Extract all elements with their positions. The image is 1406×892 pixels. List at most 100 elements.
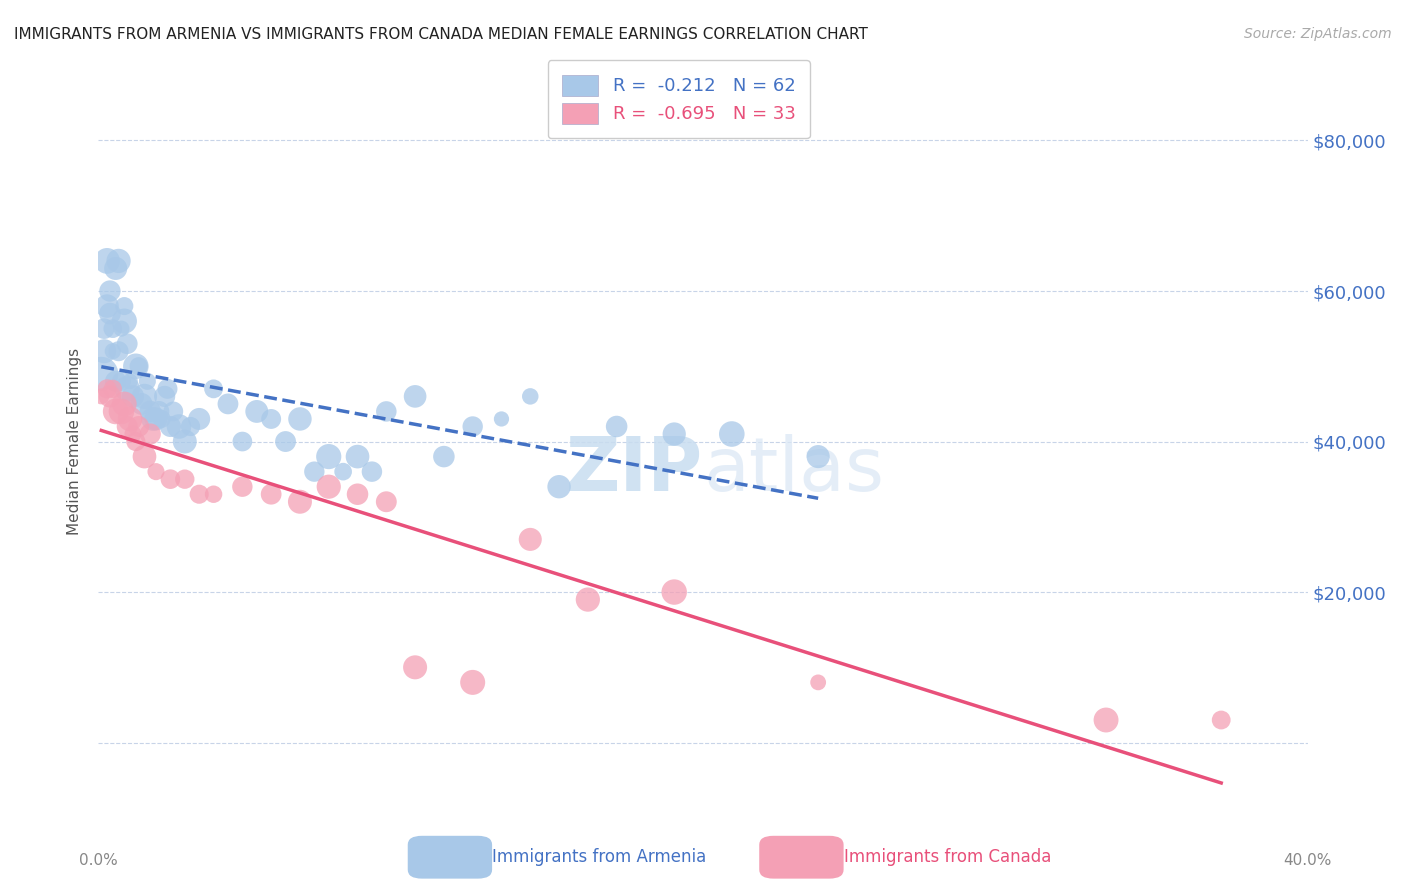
Point (318, 480, 340, 494)
Point (122, 389, 145, 403)
Point (404, 660, 426, 674)
Text: ZIP: ZIP (565, 434, 703, 507)
Point (115, 419, 138, 434)
Point (115, 336, 138, 351)
Point (167, 419, 190, 434)
Point (101, 321, 124, 335)
Point (134, 389, 156, 403)
Point (104, 404, 127, 418)
Point (260, 487, 283, 501)
Text: 40.0%: 40.0% (1284, 854, 1331, 869)
Point (231, 480, 253, 494)
Point (807, 450, 830, 464)
Point (304, 465, 326, 479)
Text: atlas: atlas (703, 434, 884, 507)
Point (274, 434, 297, 449)
Point (159, 419, 181, 434)
Point (202, 382, 225, 396)
Point (332, 465, 354, 479)
Legend: R =  -0.212   N = 62, R =  -0.695   N = 33: R = -0.212 N = 62, R = -0.695 N = 33 (548, 61, 810, 138)
Point (90, 389, 112, 403)
Point (180, 419, 202, 434)
Point (107, 344, 129, 359)
Point (188, 412, 211, 426)
Point (346, 450, 368, 464)
Point (433, 450, 456, 464)
Point (122, 427, 145, 442)
Point (98, 284, 121, 298)
Point (93, 344, 115, 359)
Point (134, 450, 156, 464)
Point (217, 397, 239, 411)
Point (101, 344, 124, 359)
Point (288, 494, 311, 508)
Point (145, 412, 167, 426)
Point (361, 465, 384, 479)
Point (519, 533, 541, 547)
Point (156, 382, 179, 396)
Text: 0.0%: 0.0% (79, 854, 118, 869)
Point (375, 494, 398, 508)
Point (96, 382, 118, 396)
Point (142, 412, 165, 426)
Point (128, 359, 150, 374)
Text: IMMIGRANTS FROM ARMENIA VS IMMIGRANTS FROM CANADA MEDIAN FEMALE EARNINGS CORRELA: IMMIGRANTS FROM ARMENIA VS IMMIGRANTS FR… (14, 27, 868, 42)
Point (288, 412, 311, 426)
Point (139, 404, 162, 418)
Point (404, 389, 426, 403)
Point (1095, 713, 1118, 727)
Point (664, 585, 686, 599)
Point (110, 321, 132, 335)
Point (519, 389, 541, 403)
Point (664, 427, 686, 442)
Point (807, 675, 830, 690)
Point (110, 375, 132, 389)
Point (112, 299, 135, 313)
Point (491, 412, 513, 426)
Point (112, 397, 135, 411)
Point (128, 419, 150, 434)
Point (98, 389, 121, 403)
Point (461, 675, 484, 690)
Point (173, 434, 195, 449)
Point (162, 404, 184, 418)
Point (104, 261, 127, 276)
Text: Immigrants from Armenia: Immigrants from Armenia (492, 848, 706, 866)
Point (120, 412, 142, 426)
Point (173, 472, 195, 486)
Point (145, 465, 167, 479)
Point (606, 419, 628, 434)
Point (125, 359, 148, 374)
Text: Source: ZipAtlas.com: Source: ZipAtlas.com (1244, 27, 1392, 41)
Point (576, 592, 599, 607)
Point (260, 412, 283, 426)
Point (1211, 713, 1233, 727)
Point (98, 307, 121, 321)
Point (110, 404, 132, 418)
Point (115, 382, 138, 396)
Point (461, 419, 484, 434)
Y-axis label: Median Female Earnings: Median Female Earnings (67, 348, 83, 535)
Point (153, 389, 176, 403)
Point (150, 412, 173, 426)
Point (231, 434, 253, 449)
Point (93, 321, 115, 335)
Point (720, 427, 742, 442)
Point (96, 299, 118, 313)
Point (202, 487, 225, 501)
Point (104, 375, 127, 389)
Point (125, 434, 148, 449)
Point (136, 375, 159, 389)
Point (131, 397, 153, 411)
Point (120, 375, 142, 389)
Point (96, 253, 118, 268)
Point (318, 450, 340, 464)
Point (188, 487, 211, 501)
Point (346, 487, 368, 501)
Text: Immigrants from Canada: Immigrants from Canada (844, 848, 1050, 866)
Point (112, 314, 135, 328)
Point (148, 404, 170, 418)
Point (90, 367, 112, 381)
Point (375, 404, 398, 418)
Point (548, 480, 571, 494)
